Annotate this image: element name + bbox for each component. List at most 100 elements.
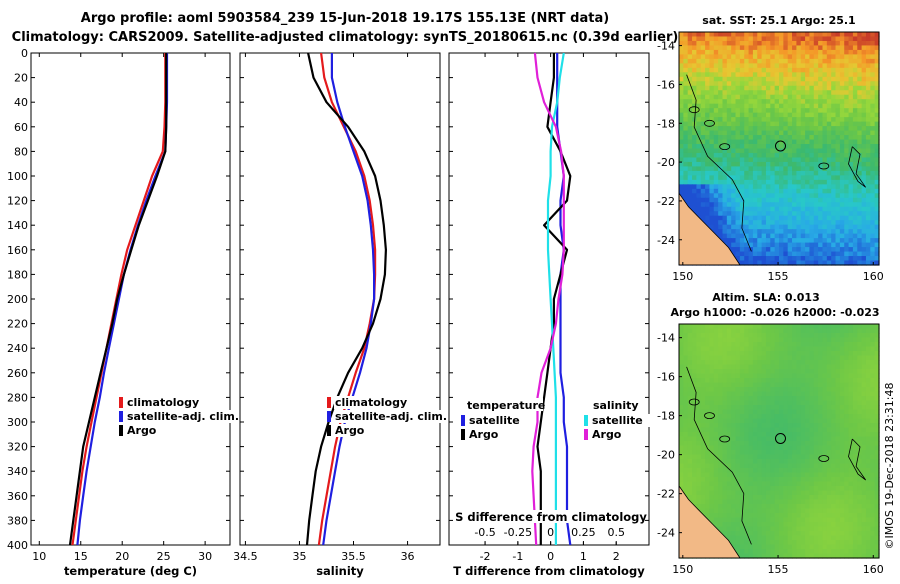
- map-cell: [757, 513, 762, 518]
- map-cell: [727, 207, 732, 212]
- map-cell: [827, 81, 832, 86]
- map-cell: [849, 95, 854, 100]
- map-cell: [827, 324, 832, 329]
- map-cell: [740, 441, 745, 446]
- map-cell: [809, 405, 814, 410]
- legend-swatch: [327, 411, 331, 422]
- map-cell: [818, 410, 823, 415]
- map-cell: [801, 527, 806, 532]
- map-cell: [805, 90, 810, 95]
- map-cell: [779, 32, 784, 37]
- map-cell: [775, 347, 780, 352]
- map-cell: [775, 211, 780, 216]
- map-cell: [762, 351, 767, 356]
- map-cell: [857, 202, 862, 207]
- map-cell: [827, 149, 832, 154]
- map-cell: [822, 59, 827, 64]
- map-cell: [844, 36, 849, 41]
- map-cell: [844, 333, 849, 338]
- map-cell: [683, 144, 688, 149]
- map-cell: [770, 347, 775, 352]
- map-cell: [757, 99, 762, 104]
- map-cell: [805, 383, 810, 388]
- map-cell: [822, 464, 827, 469]
- map-cell: [692, 432, 697, 437]
- map-cell: [696, 180, 701, 185]
- map-cell: [744, 329, 749, 334]
- map-cell: [770, 41, 775, 46]
- map-cell: [796, 117, 801, 122]
- map-cell: [692, 157, 697, 162]
- map-cell: [679, 144, 684, 149]
- map-cell: [762, 193, 767, 198]
- map-cell: [692, 428, 697, 433]
- map-cell: [714, 324, 719, 329]
- map-cell: [857, 86, 862, 91]
- map-cell: [701, 72, 706, 77]
- map-cell: [827, 536, 832, 541]
- map-cell: [740, 149, 745, 154]
- map-cell: [783, 414, 788, 419]
- map-cell: [749, 450, 754, 455]
- map-cell: [770, 149, 775, 154]
- map-cell: [757, 432, 762, 437]
- map-cell: [857, 486, 862, 491]
- map-cell: [870, 392, 875, 397]
- map-cell: [849, 383, 854, 388]
- map-cell: [740, 545, 745, 550]
- map-cell: [757, 486, 762, 491]
- map-cell: [805, 36, 810, 41]
- map-cell: [809, 374, 814, 379]
- map-cell: [709, 135, 714, 140]
- map-cell: [796, 153, 801, 158]
- map-cell: [749, 72, 754, 77]
- map-cell: [783, 387, 788, 392]
- map-cell: [849, 99, 854, 104]
- map-cell: [818, 90, 823, 95]
- map-cell: [722, 99, 727, 104]
- map-cell: [866, 81, 871, 86]
- map-cell: [753, 486, 758, 491]
- map-cell: [709, 329, 714, 334]
- map-cell: [844, 144, 849, 149]
- map-cell: [696, 162, 701, 167]
- map-cell: [862, 392, 867, 397]
- map-cell: [718, 180, 723, 185]
- map-cell: [714, 396, 719, 401]
- map-cell: [862, 252, 867, 257]
- map-cell: [827, 401, 832, 406]
- map-cell: [809, 131, 814, 136]
- map-cell: [796, 545, 801, 550]
- map-cell: [844, 113, 849, 118]
- map-cell: [762, 108, 767, 113]
- map-cell: [814, 198, 819, 203]
- map-cell: [814, 531, 819, 536]
- map-cell: [849, 356, 854, 361]
- map-cell: [762, 459, 767, 464]
- map-cell: [705, 86, 710, 91]
- map-cell: [788, 396, 793, 401]
- map-cell: [688, 450, 693, 455]
- map-cell: [749, 374, 754, 379]
- map-cell: [779, 396, 784, 401]
- map-cell: [688, 45, 693, 50]
- map-cell: [849, 333, 854, 338]
- map-cell: [766, 32, 771, 37]
- map-cell: [727, 365, 732, 370]
- map-cell: [818, 495, 823, 500]
- map-cell: [805, 441, 810, 446]
- map-cell: [809, 77, 814, 82]
- map-cell: [801, 477, 806, 482]
- map-cell: [757, 77, 762, 82]
- map-cell: [866, 54, 871, 59]
- map-cell: [692, 68, 697, 73]
- map-cell: [788, 536, 793, 541]
- map-cell: [749, 432, 754, 437]
- map-cell: [827, 216, 832, 221]
- map-cell: [862, 50, 867, 55]
- map-cell: [862, 423, 867, 428]
- map-cell: [722, 342, 727, 347]
- map-cell: [836, 423, 841, 428]
- map-cell: [866, 184, 871, 189]
- map-cell: [853, 126, 858, 131]
